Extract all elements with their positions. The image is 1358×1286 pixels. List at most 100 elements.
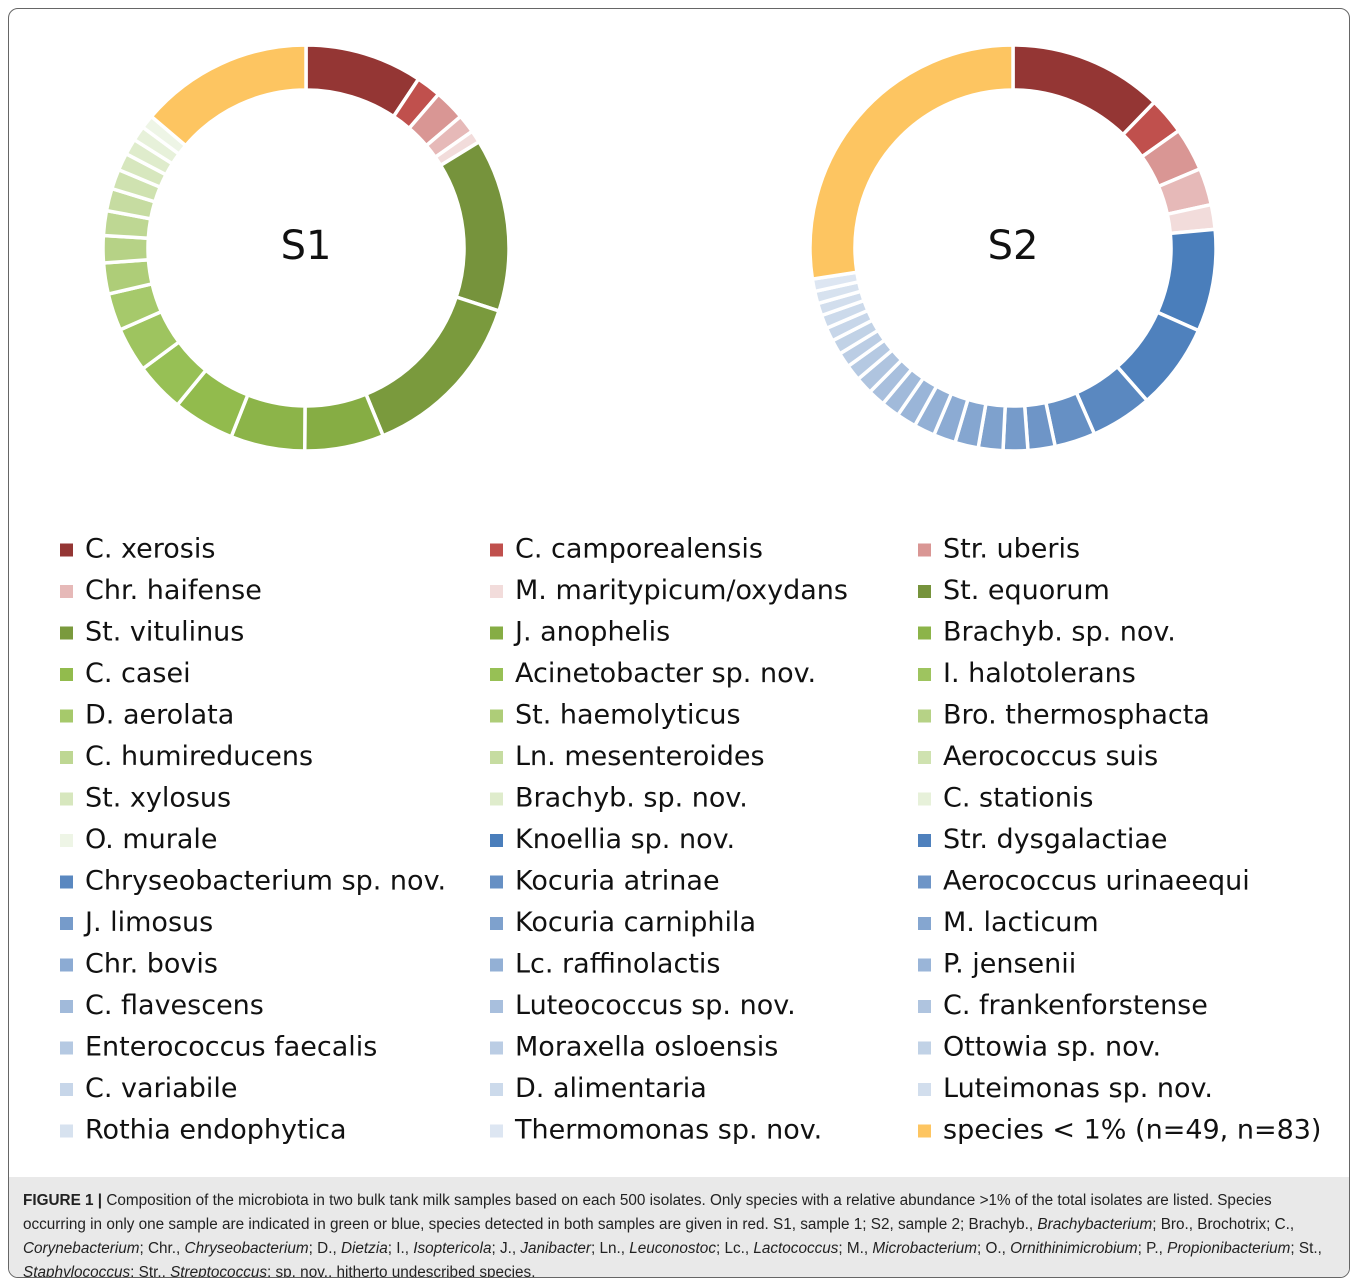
- legend-label: J. limosus: [83, 907, 213, 938]
- caption-text: Chryseobacterium: [184, 1240, 309, 1257]
- legend-label: St. equorum: [943, 575, 1110, 606]
- legend-swatch: [918, 626, 931, 640]
- legend-swatch: [490, 792, 503, 806]
- donut-segment: [101, 233, 151, 265]
- legend-label: Luteimonas sp. nov.: [943, 1073, 1213, 1104]
- legend-label: St. haemolyticus: [515, 700, 741, 731]
- legend-label: Str. uberis: [943, 534, 1080, 565]
- legend-label: species < 1% (n=49, n=83): [943, 1115, 1321, 1146]
- legend-label: Brachyb. sp. nov.: [515, 783, 748, 814]
- legend-label: St. vitulinus: [85, 617, 244, 648]
- legend-swatch: [490, 834, 503, 847]
- donut-segment: [438, 139, 511, 314]
- legend-swatch: [918, 668, 931, 681]
- caption-text: ; O.,: [976, 1240, 1011, 1257]
- legend-label: M. lacticum: [943, 907, 1099, 938]
- donut-segment: [363, 294, 502, 439]
- caption-text: Composition of the microbiota in two bul…: [23, 1192, 1272, 1233]
- legend-label: C. flavescens: [85, 990, 264, 1021]
- legend-swatch: [60, 1041, 73, 1055]
- caption-text: ; M.,: [838, 1240, 873, 1257]
- legend-label: C. xerosis: [85, 534, 215, 565]
- caption-text: Ornithinimicrobium: [1010, 1240, 1138, 1257]
- legend-swatch: [918, 792, 931, 806]
- caption-text: Microbacterium: [872, 1240, 977, 1257]
- legend-swatch: [918, 958, 931, 972]
- legend-label: Aerococcus suis: [943, 741, 1158, 772]
- legend-label: Chr. haifense: [85, 575, 262, 606]
- caption-text: ; I.,: [387, 1240, 414, 1257]
- legend-swatch: [60, 917, 73, 930]
- caption-text: ; Chr.,: [139, 1240, 185, 1257]
- legend-swatch: [918, 875, 931, 889]
- legend-label: Luteococcus sp. nov.: [515, 990, 796, 1021]
- legend-swatch: [918, 1000, 931, 1013]
- legend-label: Chr. bovis: [85, 949, 218, 980]
- legend-label: Enterococcus faecalis: [85, 1032, 377, 1063]
- caption-text: ; P.,: [1137, 1240, 1168, 1257]
- caption-text: Janibacter: [520, 1240, 591, 1257]
- legend-swatch: [60, 1124, 73, 1138]
- legend-swatch: [60, 709, 73, 723]
- legend-label: C. casei: [85, 658, 191, 689]
- caption-text: ; D.,: [308, 1240, 341, 1257]
- legend-swatch: [60, 751, 73, 764]
- legend-swatch: [490, 917, 503, 930]
- legend-swatch: [490, 1124, 503, 1138]
- caption-text: ; J.,: [491, 1240, 521, 1257]
- caption-text: ; Str.,: [130, 1264, 171, 1278]
- caption-text: ; Lc.,: [715, 1240, 754, 1257]
- legend-swatch: [490, 751, 503, 764]
- legend-label: Moraxella osloensis: [515, 1032, 778, 1063]
- legend-label: D. alimentaria: [515, 1073, 707, 1104]
- legend-swatch: [60, 585, 73, 598]
- legend-label: Rothia endophytica: [85, 1115, 346, 1146]
- legend-swatch: [60, 875, 73, 889]
- legend-swatch: [490, 958, 503, 972]
- legend-label: Brachyb. sp. nov.: [943, 617, 1176, 648]
- caption-text: Isoptericola: [413, 1240, 492, 1257]
- caption-text: Dietzia: [340, 1240, 388, 1257]
- legend-label: C. humireducens: [85, 741, 313, 772]
- legend-swatch: [60, 958, 73, 972]
- caption-text: ; sp. nov., hitherto undescribed species…: [267, 1264, 536, 1278]
- figure-caption: FIGURE 1 | Composition of the microbiota…: [9, 1177, 1349, 1277]
- legend-swatch: [490, 709, 503, 723]
- legend-swatch: [918, 585, 931, 598]
- legend-label: J. anophelis: [513, 617, 670, 648]
- legend-label: Kocuria carniphila: [515, 907, 756, 938]
- legend-swatch: [60, 668, 73, 681]
- legend-swatch: [490, 543, 503, 557]
- donut-segment: [808, 43, 1015, 282]
- legend-label: P. jensenii: [943, 949, 1076, 980]
- legend-label: I. halotolerans: [943, 658, 1136, 689]
- legend-swatch: [60, 543, 73, 557]
- caption-text: FIGURE 1 |: [23, 1192, 103, 1209]
- donut-segment: [1011, 43, 1157, 138]
- donut-segment: [302, 391, 386, 453]
- legend-swatch: [918, 1041, 931, 1055]
- legend-label: C. variabile: [85, 1073, 237, 1104]
- legend-label: Thermomonas sp. nov.: [514, 1115, 822, 1146]
- legend-swatch: [490, 875, 503, 889]
- legend-swatch: [918, 834, 931, 847]
- caption-text: ; St.,: [1290, 1240, 1322, 1257]
- caption-text: Streptococcus: [170, 1264, 268, 1278]
- legend-label: Ln. mesenteroides: [515, 741, 765, 772]
- legend-label: Acinetobacter sp. nov.: [515, 658, 816, 689]
- legend-swatch: [918, 543, 931, 557]
- legend-swatch: [60, 1083, 73, 1096]
- legend-label: Bro. thermosphacta: [943, 700, 1210, 731]
- legend-label: Str. dysgalactiae: [943, 824, 1168, 855]
- legend-swatch: [918, 709, 931, 723]
- legend-label: O. murale: [85, 824, 218, 855]
- caption-text: Staphylococcus: [23, 1264, 131, 1278]
- legend-swatch: [918, 1124, 931, 1138]
- donut-segment: [1001, 403, 1030, 453]
- legend-swatch: [490, 626, 503, 640]
- legend-label: C. stationis: [943, 783, 1094, 814]
- legend-label: Ottowia sp. nov.: [943, 1032, 1161, 1063]
- legend-label: Lc. raffinolactis: [515, 949, 720, 980]
- legend-label: Kocuria atrinae: [515, 866, 720, 897]
- legend-swatch: [60, 834, 73, 847]
